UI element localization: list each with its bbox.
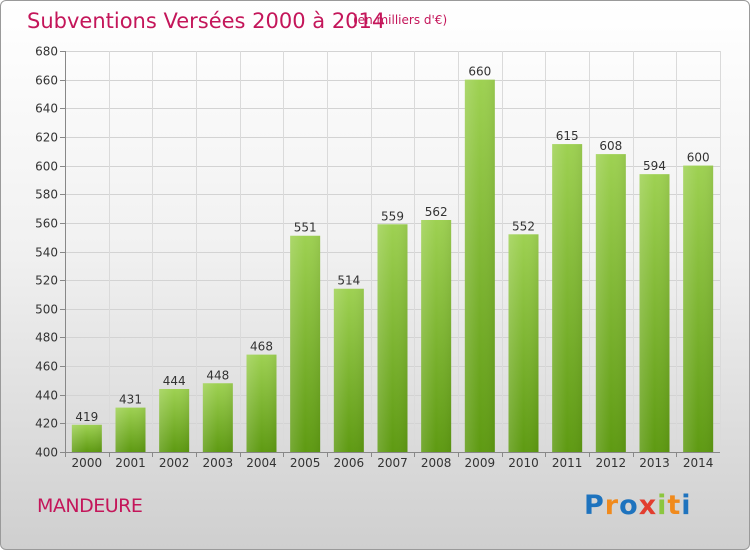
- bar-highlight: [115, 407, 146, 452]
- bar-value-label: 552: [512, 219, 535, 233]
- x-tick-label: 2000: [72, 456, 103, 470]
- x-tick-labels: 2000 2001 2002 2003 2004 2005 2006 2007 2008 2009…: [72, 456, 714, 470]
- y-tick-label: 400: [35, 446, 58, 460]
- bar-value-label: 419: [75, 410, 98, 424]
- bar-highlight: [202, 383, 233, 452]
- logo-letter: i: [657, 490, 668, 521]
- chart-title: Subventions Versées 2000 à 2014: [27, 9, 386, 33]
- logo-letter: i: [681, 490, 692, 521]
- chart-unit: (en milliers d'€): [353, 13, 448, 27]
- logo-letter: x: [638, 490, 658, 521]
- y-tick-labels: 400 420 440 460 480 500 520 540 560 580 600 620 640 6…: [35, 45, 58, 460]
- bar-value-label: 660: [468, 65, 491, 79]
- bar-value-label: 551: [294, 221, 317, 235]
- x-tick-label: 2004: [246, 456, 277, 470]
- x-tick-label: 2014: [683, 456, 714, 470]
- bar-highlight: [639, 174, 670, 452]
- y-tick-label: 600: [35, 160, 58, 174]
- bar-value-label: 608: [599, 139, 622, 153]
- y-tick-label: 420: [35, 417, 58, 431]
- x-tick-label: 2007: [377, 456, 408, 470]
- bar-highlight: [246, 354, 277, 452]
- y-tick-label: 640: [35, 102, 58, 116]
- bar-highlight: [377, 224, 408, 452]
- x-tick-label: 2012: [596, 456, 627, 470]
- bar-highlight: [159, 388, 190, 452]
- axes: [60, 51, 720, 457]
- bar-value-label: 594: [643, 159, 666, 173]
- bar-highlight: [464, 79, 495, 453]
- commune-name: MANDEURE: [37, 495, 143, 517]
- bar-highlight: [552, 144, 583, 452]
- y-tick-label: 520: [35, 274, 58, 288]
- bar-value-label: 615: [556, 129, 579, 143]
- y-tick-label: 500: [35, 303, 58, 317]
- bar-highlight: [333, 288, 364, 452]
- bar-value-label: 514: [337, 274, 360, 288]
- y-tick-label: 480: [35, 331, 58, 345]
- y-tick-label: 540: [35, 246, 58, 260]
- logo-letter: P: [584, 490, 605, 521]
- y-tick-label: 680: [35, 45, 58, 59]
- proxiti-logo: Proxiti: [584, 490, 692, 521]
- bar-highlight: [290, 235, 321, 452]
- x-tick-label: 2010: [508, 456, 539, 470]
- bar-value-label: 444: [163, 374, 186, 388]
- bar-highlight: [71, 424, 102, 452]
- y-tick-label: 660: [35, 74, 58, 88]
- y-tick-label: 580: [35, 188, 58, 202]
- x-tick-label: 2008: [421, 456, 452, 470]
- x-tick-label: 2001: [115, 456, 146, 470]
- x-tick-label: 2006: [334, 456, 365, 470]
- y-tick-label: 620: [35, 131, 58, 145]
- bars: [71, 79, 714, 453]
- bar-value-label: 448: [206, 368, 229, 382]
- y-tick-label: 560: [35, 217, 58, 231]
- bar-value-label: 562: [425, 205, 448, 219]
- x-tick-label: 2002: [159, 456, 190, 470]
- x-tick-label: 2005: [290, 456, 321, 470]
- bar-highlight: [683, 165, 714, 453]
- bar-value-label: 600: [687, 151, 710, 165]
- x-tick-label: 2009: [465, 456, 496, 470]
- logo-letter: o: [619, 490, 639, 521]
- y-tick-label: 460: [35, 360, 58, 374]
- bar-highlight: [595, 154, 626, 452]
- bar-value-label: 431: [119, 393, 142, 407]
- x-tick-label: 2011: [552, 456, 583, 470]
- data-labels: 419 431 444 448 468 551 514 559 562 660 552 615 608 5…: [75, 65, 709, 424]
- bar-highlight: [508, 234, 539, 452]
- y-tick-label: 440: [35, 389, 58, 403]
- bar-value-label: 559: [381, 209, 404, 223]
- bar-value-label: 468: [250, 340, 273, 354]
- logo-letter: r: [604, 490, 620, 521]
- bar-highlight: [421, 219, 452, 452]
- logo-letter: t: [667, 490, 682, 521]
- x-tick-label: 2013: [639, 456, 670, 470]
- x-tick-label: 2003: [203, 456, 234, 470]
